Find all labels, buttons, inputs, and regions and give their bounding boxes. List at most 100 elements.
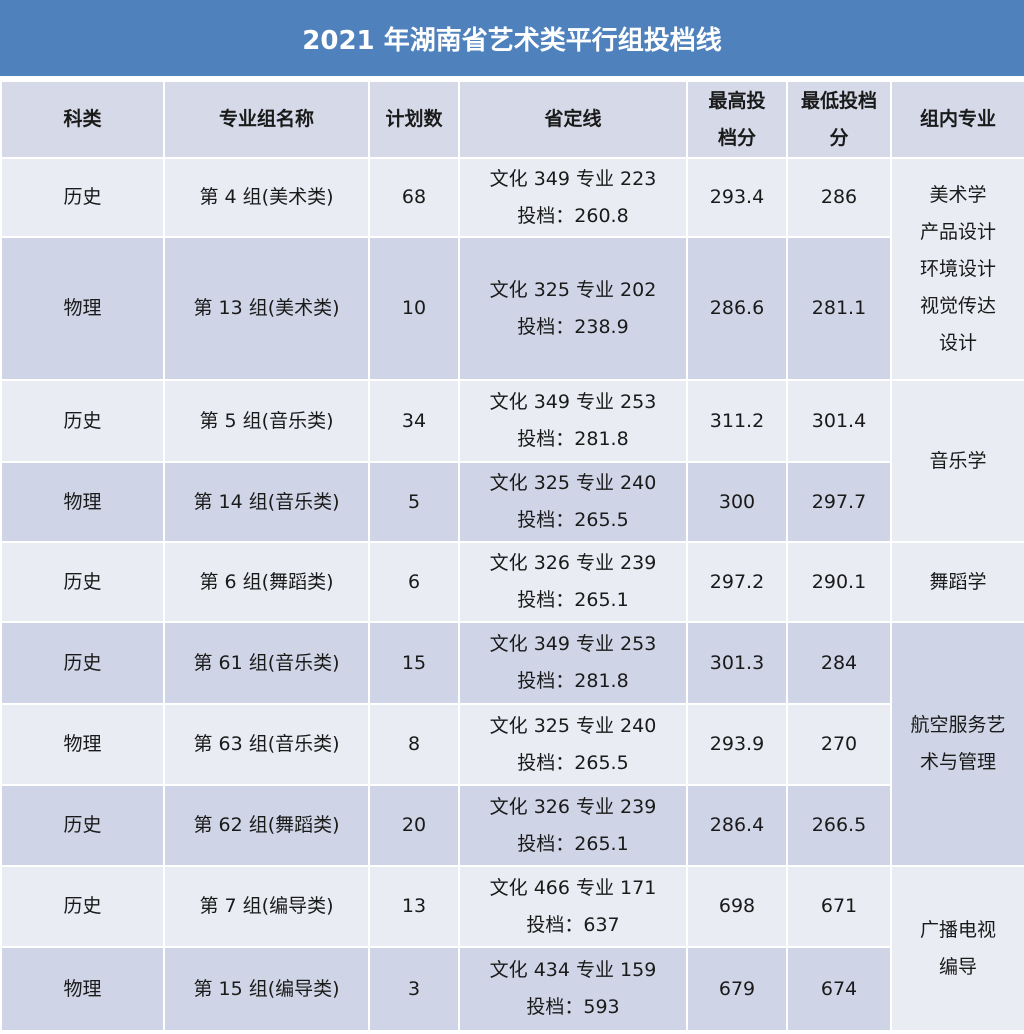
min-score-cell: 301.4 [786, 379, 892, 463]
max-score-cell: 301.3 [686, 621, 788, 705]
header-group-name: 专业组名称 [163, 80, 370, 159]
header-max-score-label: 最高投档分 [708, 89, 766, 149]
header-province-line: 省定线 [458, 80, 688, 159]
min-score-cell: 281.1 [786, 236, 892, 381]
subject-cell: 物理 [0, 461, 165, 543]
group-name-cell: 第 13 组(美术类) [163, 236, 370, 381]
majors-cell: 音乐学 [890, 379, 1024, 543]
max-score-cell: 286.4 [686, 784, 788, 867]
province-line-cell: 文化 466 专业 171 投档：637 [458, 865, 688, 948]
table-row: 历史第 4 组(美术类) 68 文化 349 专业 223 投档：260.8 293.4… [0, 157, 1024, 381]
province-line-line1: 文化 349 专业 253 [489, 633, 657, 655]
subject-cell: 物理 [0, 236, 165, 381]
subject-cell: 历史 [0, 379, 165, 463]
plan-count-cell: 6 [368, 541, 460, 623]
province-line-cell: 文化 434 专业 159 投档：593 [458, 946, 688, 1032]
majors-cell: 美术学 产品设计 环境设计 视觉传达 设计 [890, 157, 1024, 381]
plan-count-cell: 34 [368, 379, 460, 463]
province-line-line1: 文化 349 专业 223 [489, 167, 657, 190]
group-name-cell: 第 15 组(编导类) [163, 946, 370, 1032]
province-line-line2: 投档：238.9 [517, 315, 629, 338]
group-name-cell: 第 61 组(音乐类) [163, 621, 370, 705]
province-line-line2: 投档：265.1 [517, 832, 629, 855]
major-name: 航空服务艺 [910, 714, 1006, 736]
province-line-line2: 投档：265.5 [517, 509, 629, 531]
max-score-cell: 300 [686, 461, 788, 543]
province-line-line1: 文化 434 专业 159 [489, 959, 657, 981]
province-line-line1: 文化 349 专业 253 [489, 391, 657, 413]
min-score-cell: 284 [786, 621, 892, 705]
group-name-cell: 第 7 组(编导类) [163, 865, 370, 948]
province-line-cell: 文化 326 专业 239 投档：265.1 [458, 784, 688, 867]
province-line-line1: 文化 466 专业 171 [489, 876, 657, 899]
min-score-cell: 266.5 [786, 784, 892, 867]
group-name-cell: 第 4 组(美术类) [163, 157, 370, 238]
min-score-cell: 270 [786, 703, 892, 786]
major-name: 编导 [938, 955, 977, 978]
province-line-line1: 文化 325 专业 202 [489, 278, 657, 301]
subject-cell: 历史 [0, 541, 165, 623]
header-min-score: 最低投档分 [786, 80, 892, 159]
subject-cell: 物理 [0, 946, 165, 1032]
table-row: 物理第 63 组(音乐类) 8 文化 325 专业 240 投档：265.5 293.9… [0, 703, 1024, 786]
table-row: 历史第 62 组(舞蹈类) 20 文化 326 专业 239 投档：265.1 286.… [0, 784, 1024, 867]
province-line-line2: 投档：281.8 [517, 428, 629, 450]
plan-count-cell: 68 [368, 157, 460, 238]
table-row: 物理第 14 组(音乐类) 5 文化 325 专业 240 投档：265.5 300 29… [0, 461, 1024, 543]
province-line-line2: 投档：593 [526, 996, 620, 1018]
major-name: 设计 [938, 331, 977, 354]
subject-cell: 历史 [0, 784, 165, 867]
province-line-cell: 文化 325 专业 240 投档：265.5 [458, 703, 688, 786]
table-row: 历史第 61 组(音乐类) 15 文化 349 专业 253 投档：281.8 301.… [0, 621, 1024, 867]
major-name: 舞蹈学 [929, 570, 987, 593]
min-score-cell: 297.7 [786, 461, 892, 543]
province-line-line1: 文化 326 专业 239 [489, 795, 657, 818]
subject-cell: 历史 [0, 621, 165, 705]
province-line-line1: 文化 325 专业 240 [489, 714, 657, 737]
max-score-cell: 679 [686, 946, 788, 1032]
max-score-cell: 293.4 [686, 157, 788, 238]
plan-count-cell: 20 [368, 784, 460, 867]
table-title: 2021 年湖南省艺术类平行组投档线 [0, 0, 1024, 80]
plan-count-cell: 13 [368, 865, 460, 948]
majors-cell: 舞蹈学 [890, 541, 1024, 623]
province-line-line2: 投档：281.8 [517, 670, 629, 692]
header-majors: 组内专业 [890, 80, 1024, 159]
province-line-line1: 文化 325 专业 240 [489, 472, 657, 494]
group-name-cell: 第 14 组(音乐类) [163, 461, 370, 543]
header-row: 科类 专业组名称 计划数 省定线 最高投档分 最低投档分 组内专业 [0, 80, 1024, 159]
plan-count-cell: 5 [368, 461, 460, 543]
major-name: 美术学 [929, 183, 987, 206]
table-row: 物理第 15 组(编导类) 3 文化 434 专业 159 投档：593 679 674 [0, 946, 1024, 1032]
header-max-score: 最高投档分 [686, 80, 788, 159]
table-row: 历史第 7 组(编导类) 13 文化 466 专业 171 投档：637 698 671 广… [0, 865, 1024, 1032]
plan-count-cell: 10 [368, 236, 460, 381]
plan-count-cell: 15 [368, 621, 460, 705]
province-line-line2: 投档：260.8 [517, 204, 629, 227]
group-name-cell: 第 6 组(舞蹈类) [163, 541, 370, 623]
table-row: 历史第 6 组(舞蹈类) 6 文化 326 专业 239 投档：265.1 297.2 2… [0, 541, 1024, 623]
major-name: 产品设计 [919, 220, 996, 243]
province-line-cell: 文化 349 专业 223 投档：260.8 [458, 157, 688, 238]
major-name: 音乐学 [929, 449, 987, 472]
admission-table: 科类 专业组名称 计划数 省定线 最高投档分 最低投档分 组内专业 历史第 4 … [0, 80, 1024, 1032]
max-score-cell: 311.2 [686, 379, 788, 463]
min-score-cell: 290.1 [786, 541, 892, 623]
plan-count-cell: 8 [368, 703, 460, 786]
table-row: 历史第 5 组(音乐类) 34 文化 349 专业 253 投档：281.8 311.2… [0, 379, 1024, 543]
subject-cell: 历史 [0, 865, 165, 948]
province-line-cell: 文化 349 专业 253 投档：281.8 [458, 621, 688, 705]
table-row: 物理第 13 组(美术类) 10 文化 325 专业 202 投档：238.9 286.… [0, 236, 1024, 381]
province-line-cell: 文化 326 专业 239 投档：265.1 [458, 541, 688, 623]
province-line-line2: 投档：637 [526, 913, 620, 936]
subject-cell: 历史 [0, 157, 165, 238]
major-name: 术与管理 [919, 751, 996, 773]
province-line-line2: 投档：265.1 [517, 589, 629, 611]
max-score-cell: 698 [686, 865, 788, 948]
group-name-cell: 第 63 组(音乐类) [163, 703, 370, 786]
subject-cell: 物理 [0, 703, 165, 786]
header-min-score-label: 最低投档分 [800, 89, 877, 149]
province-line-line1: 文化 326 专业 239 [489, 552, 657, 574]
max-score-cell: 286.6 [686, 236, 788, 381]
min-score-cell: 286 [786, 157, 892, 238]
